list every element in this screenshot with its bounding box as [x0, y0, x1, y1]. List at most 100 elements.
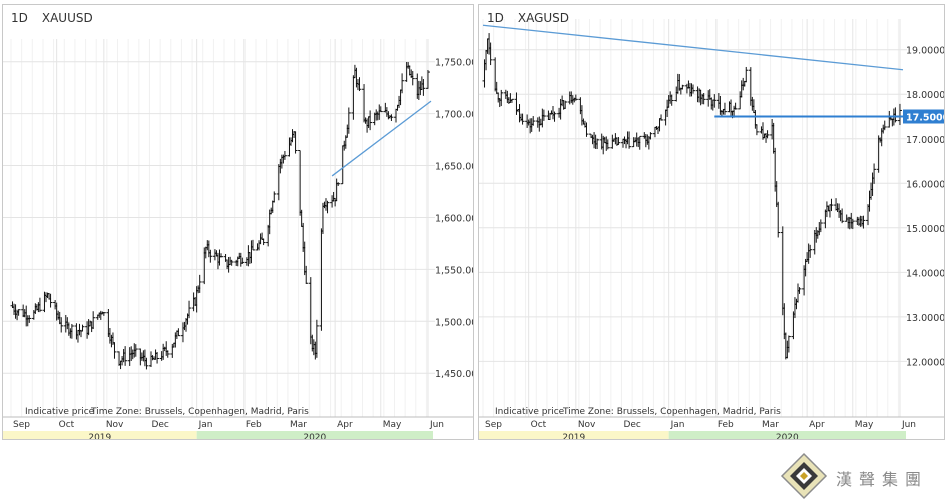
silver-y-tick-label: 17.0000	[906, 135, 944, 146]
silver-ohlc-bar	[659, 114, 664, 121]
gold-ohlc-bar	[425, 69, 430, 89]
silver-ohlc-bar	[552, 111, 557, 122]
gold-ohlc-bar	[16, 309, 21, 316]
silver-ohlc-bar	[563, 100, 568, 109]
gold-ohlc-bar	[314, 319, 319, 358]
gold-ohlc-bar	[410, 71, 415, 86]
gold-ohlc-bar	[261, 238, 266, 246]
silver-ohlc-bar	[701, 93, 706, 105]
gold-ohlc-bar	[250, 239, 255, 251]
gold-symbol-label: XAUUSD	[41, 11, 93, 25]
gold-y-tick-label: 1,650.00	[435, 162, 473, 173]
silver-y-tick-label: 19.0000	[906, 46, 944, 57]
silver-month-label-jan: Jan	[670, 420, 685, 430]
silver-ohlc-bar	[595, 138, 600, 150]
silver-ohlc-bar	[840, 208, 845, 224]
gold-y-tick-label: 1,750.00	[435, 58, 473, 69]
silver-ohlc-bar	[733, 102, 738, 110]
gold-chart-svg: 1,450.00 1,500.00 1,550.00 1,600.00 1,650.00…	[3, 39, 473, 439]
gold-ohlc-bar	[357, 77, 362, 92]
gold-ohlc-bar	[133, 344, 138, 357]
silver-month-label-nov: Nov	[578, 420, 596, 430]
silver-ohlc-bar	[808, 244, 813, 258]
gold-month-label-sep: Sep	[13, 420, 30, 430]
gold-trendline-1	[331, 100, 432, 177]
silver-ohlc-bar	[669, 94, 674, 106]
silver-ohlc-bar	[818, 219, 823, 233]
gold-ohlc-bar	[400, 73, 405, 94]
silver-ohlc-bar	[897, 103, 902, 126]
gold-y-tick-label: 1,700.00	[435, 110, 473, 121]
silver-ohlc-bar	[605, 139, 610, 150]
gold-ohlc-bar	[155, 352, 160, 364]
gold-ohlc-bar	[112, 342, 117, 359]
silver-ohlc-bar	[744, 66, 749, 83]
silver-chart-svg: 12.0000 13.0000 14.0000 15.0000 16.0000 17.00…	[479, 19, 944, 439]
silver-timeframe-label: 1D	[487, 11, 504, 25]
gold-ohlc-bar	[69, 323, 74, 339]
silver-ohlc-bar	[691, 84, 695, 94]
gold-ohlc-bar	[336, 182, 341, 187]
silver-ohlc-bar	[882, 120, 887, 131]
silver-month-label-apr: Apr	[809, 420, 825, 430]
silver-ohlc-bar	[509, 98, 514, 103]
silver-year-band-2020	[668, 431, 906, 439]
gold-ohlc-bar	[80, 324, 85, 332]
silver-y-tick-label: 16.0000	[906, 179, 944, 190]
gold-ohlc-bar	[48, 293, 53, 308]
silver-ohlc-bar	[499, 89, 504, 107]
gold-ohlc-bar	[389, 114, 394, 121]
silver-chart-title: 1D XAGUSD	[487, 11, 583, 25]
gold-ohlc-bar	[176, 328, 181, 337]
silver-price-label: 17.5000	[906, 113, 944, 124]
gold-ohlc-bar	[325, 200, 330, 214]
silver-y-tick-label: 12.0000	[906, 357, 944, 368]
gold-year-band-2020	[196, 431, 433, 439]
silver-year-band-2019	[479, 431, 669, 439]
gold-month-label-jan: Jan	[198, 420, 213, 430]
silver-ohlc-bar	[722, 102, 727, 115]
silver-y-tick-label: 14.0000	[906, 268, 944, 279]
gold-ohlc-bar	[27, 315, 32, 323]
silver-ohlc-bar	[712, 94, 717, 108]
gold-y-tick-label: 1,600.00	[435, 213, 473, 224]
silver-ohlc-bar	[520, 113, 525, 125]
silver-price-label-box	[903, 109, 944, 124]
gold-ohlc-bar	[229, 259, 234, 266]
gold-month-label-apr: Apr	[337, 420, 353, 430]
gold-ohlc-bar	[282, 150, 287, 160]
silver-year-label-2020: 2020	[776, 433, 799, 439]
silver-y-tick-label: 13.0000	[906, 313, 944, 324]
silver-ohlc-bar	[754, 124, 759, 136]
gold-ohlc-bar	[208, 249, 213, 263]
gold-ohlc-bar	[304, 265, 309, 284]
gold-month-label-jun: Jun	[429, 420, 444, 430]
gold-y-tick-label: 1,500.00	[435, 317, 473, 328]
silver-ohlc-bar	[627, 131, 632, 149]
silver-ohlc-bar	[541, 109, 546, 121]
silver-trendline-1	[482, 24, 904, 71]
gold-ohlc-bar	[293, 131, 298, 154]
silver-ohlc-bar	[488, 42, 493, 66]
silver-y-tick-label: 15.0000	[906, 224, 944, 235]
silver-month-label-dec: Dec	[623, 420, 640, 430]
gold-chart-title: 1D XAUUSD	[11, 11, 107, 25]
gold-footnote-timezone: Time Zone: Brussels, Copenhagen, Madrid,…	[91, 407, 309, 417]
silver-ohlc-bar	[797, 287, 802, 294]
gold-year-label-2020: 2020	[303, 433, 326, 439]
silver-ohlc-bar	[573, 94, 578, 101]
gold-ohlc-bar	[197, 274, 202, 293]
gold-timeframe-label: 1D	[11, 11, 28, 25]
brand-name: 漢聲集團	[836, 470, 929, 489]
gold-ohlc-bar	[101, 312, 106, 316]
silver-month-label-may: May	[855, 420, 874, 430]
silver-chart-panel: 12.0000 13.0000 14.0000 15.0000 16.0000 17.00…	[478, 4, 945, 440]
silver-ohlc-bar	[616, 137, 621, 145]
gold-year-band-2019	[3, 431, 197, 439]
gold-year-label-2019: 2019	[88, 433, 111, 439]
silver-y-tick-label: 18.0000	[906, 90, 944, 101]
silver-ohlc-bar	[872, 163, 877, 184]
silver-ohlc-bar	[786, 335, 791, 353]
gold-month-label-nov: Nov	[106, 420, 124, 430]
silver-footnote-timezone: Time Zone: Brussels, Copenhagen, Madrid,…	[563, 407, 781, 417]
